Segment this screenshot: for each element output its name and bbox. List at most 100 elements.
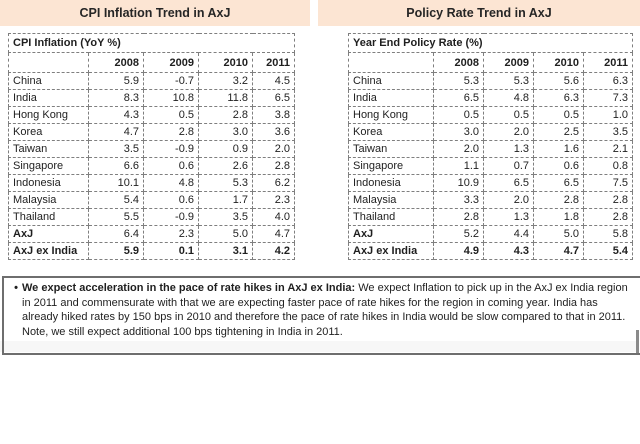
table-row: Taiwan 3.5 -0.9 0.9 2.0 xyxy=(8,140,296,158)
row-value: 3.6 xyxy=(251,123,296,141)
row-value: 2.0 xyxy=(251,140,296,158)
row-value: 10.1 xyxy=(88,174,144,192)
row-label: Singapore xyxy=(348,157,434,175)
row-label: China xyxy=(348,72,434,90)
row-value: 4.4 xyxy=(483,225,534,243)
row-value: 4.0 xyxy=(251,208,296,226)
row-value: 5.3 xyxy=(483,72,534,90)
row-label: Indonesia xyxy=(8,174,89,192)
table-row: Taiwan 2.0 1.3 1.6 2.1 xyxy=(348,140,634,158)
row-value: 3.0 xyxy=(433,123,484,141)
row-label: Hong Kong xyxy=(8,106,89,124)
row-label: Malaysia xyxy=(348,191,434,209)
row-label: AxJ xyxy=(8,225,89,243)
row-value: 5.6 xyxy=(533,72,584,90)
table-title-row: CPI Inflation (YoY %) xyxy=(7,33,296,53)
row-value: 2.8 xyxy=(198,106,253,124)
row-value: 6.3 xyxy=(582,72,634,90)
table-row: Singapore 6.6 0.6 2.6 2.8 xyxy=(8,157,296,175)
year-header: 2009 xyxy=(483,52,534,73)
corner-cell xyxy=(348,52,434,73)
scrollbar-thumb[interactable] xyxy=(636,330,639,353)
row-value: 4.3 xyxy=(483,242,534,260)
row-value: 1.3 xyxy=(483,208,534,226)
row-value: 1.0 xyxy=(582,106,634,124)
table-row: Thailand 5.5 -0.9 3.5 4.0 xyxy=(8,208,296,226)
row-value: 4.5 xyxy=(251,72,296,90)
row-value: 5.2 xyxy=(433,225,484,243)
row-label: India xyxy=(8,89,89,107)
row-label: Taiwan xyxy=(8,140,89,158)
row-label: AxJ xyxy=(348,225,434,243)
table-row: AxJ ex India 5.9 0.1 3.1 4.2 xyxy=(8,242,296,260)
row-value: 4.8 xyxy=(143,174,199,192)
row-value: 0.6 xyxy=(533,157,584,175)
row-value: 4.7 xyxy=(88,123,144,141)
row-value: 2.0 xyxy=(483,191,534,209)
row-value: 0.5 xyxy=(483,106,534,124)
row-value: 0.5 xyxy=(433,106,484,124)
row-value: 2.3 xyxy=(143,225,199,243)
row-value: 11.8 xyxy=(198,89,253,107)
table-title-row: Year End Policy Rate (%) xyxy=(347,33,634,53)
bullet-icon: • xyxy=(14,282,18,294)
row-value: 0.7 xyxy=(483,157,534,175)
row-value: 1.3 xyxy=(483,140,534,158)
row-label: China xyxy=(8,72,89,90)
cpi-inflation-table: CPI Inflation (YoY %) 2008 2009 2010 201… xyxy=(7,33,296,260)
commentary-bold-lead: We expect acceleration in the pace of ra… xyxy=(22,282,356,294)
row-value: 4.2 xyxy=(251,242,296,260)
row-label: India xyxy=(348,89,434,107)
row-value: 1.1 xyxy=(433,157,484,175)
year-header: 2010 xyxy=(533,52,584,73)
row-value: 0.8 xyxy=(582,157,634,175)
row-value: -0.7 xyxy=(143,72,199,90)
table-row: AxJ 5.2 4.4 5.0 5.8 xyxy=(348,225,634,243)
commentary-bullet-item: • We expect acceleration in the pace of … xyxy=(10,281,634,339)
row-value: 5.9 xyxy=(88,72,144,90)
row-label: Hong Kong xyxy=(348,106,434,124)
row-value: 5.4 xyxy=(582,242,634,260)
row-label: Taiwan xyxy=(348,140,434,158)
row-value: 2.8 xyxy=(143,123,199,141)
row-value: 2.0 xyxy=(483,123,534,141)
row-value: 6.4 xyxy=(88,225,144,243)
policy-rate-table: Year End Policy Rate (%) 2008 2009 2010 … xyxy=(347,33,634,260)
row-value: 6.6 xyxy=(88,157,144,175)
table-row: Singapore 1.1 0.7 0.6 0.8 xyxy=(348,157,634,175)
row-value: 5.3 xyxy=(433,72,484,90)
table-row: AxJ 6.4 2.3 5.0 4.7 xyxy=(8,225,296,243)
row-value: 7.5 xyxy=(582,174,634,192)
row-value: 2.5 xyxy=(533,123,584,141)
row-value: 6.5 xyxy=(251,89,296,107)
year-header: 2009 xyxy=(143,52,199,73)
row-value: 2.6 xyxy=(198,157,253,175)
table-title: Year End Policy Rate (%) xyxy=(347,33,634,53)
row-value: 4.8 xyxy=(483,89,534,107)
table-title: CPI Inflation (YoY %) xyxy=(7,33,296,53)
row-value: 5.4 xyxy=(88,191,144,209)
row-value: 4.9 xyxy=(433,242,484,260)
row-value: 2.1 xyxy=(582,140,634,158)
row-value: 2.8 xyxy=(251,157,296,175)
table-row: Malaysia 3.3 2.0 2.8 2.8 xyxy=(348,191,634,209)
table-row: China 5.3 5.3 5.6 6.3 xyxy=(348,72,634,90)
row-value: 2.8 xyxy=(582,208,634,226)
table-row: AxJ ex India 4.9 4.3 4.7 5.4 xyxy=(348,242,634,260)
table-row: Hong Kong 4.3 0.5 2.8 3.8 xyxy=(8,106,296,124)
table-row: Hong Kong 0.5 0.5 0.5 1.0 xyxy=(348,106,634,124)
row-value: 0.5 xyxy=(143,106,199,124)
row-label: AxJ ex India xyxy=(8,242,89,260)
row-label: Malaysia xyxy=(8,191,89,209)
row-value: 3.5 xyxy=(582,123,634,141)
row-value: 5.8 xyxy=(582,225,634,243)
row-label: Thailand xyxy=(348,208,434,226)
commentary-body: We expect Inflation to pick up in the Ax… xyxy=(22,282,628,338)
row-value: 3.0 xyxy=(198,123,253,141)
row-value: 4.3 xyxy=(88,106,144,124)
year-header: 2010 xyxy=(198,52,253,73)
row-value: 6.5 xyxy=(533,174,584,192)
row-value: 2.0 xyxy=(433,140,484,158)
row-value: 3.5 xyxy=(198,208,253,226)
commentary-box: • We expect acceleration in the pace of … xyxy=(2,276,640,355)
